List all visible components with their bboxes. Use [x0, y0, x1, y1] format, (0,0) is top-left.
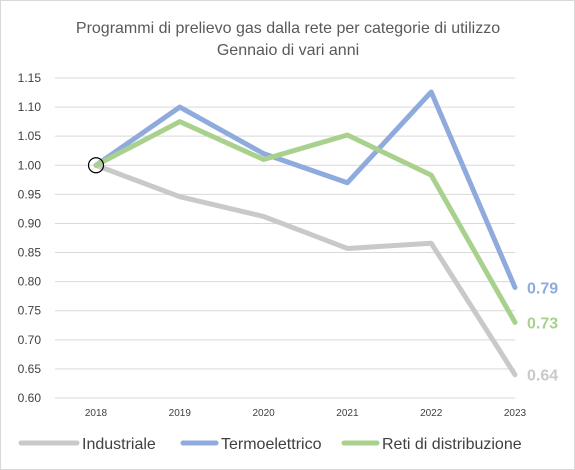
x-axis-ticks: 2018 2019 2020 2021 2022 2023	[85, 408, 527, 419]
end-label-1: 0.79	[527, 280, 558, 297]
y-tick-label: 1.05	[18, 129, 42, 143]
x-tick-label: 2023	[504, 408, 527, 419]
x-tick-label: 2021	[336, 408, 359, 419]
y-tick-label: 0.95	[18, 187, 42, 201]
y-tick-label: 0.75	[18, 304, 42, 318]
series-line-2	[93, 119, 518, 325]
x-tick-label: 2018	[85, 408, 108, 419]
y-tick-label: 1.00	[18, 158, 42, 172]
legend: Industriale Termoelettrico Reti di distrib…	[18, 436, 522, 453]
x-tick-label: 2019	[169, 408, 192, 419]
y-axis-ticks: 0.60 0.65 0.70 0.75 0.80 0.85 0.90 0.95 1.00 1.05…	[18, 71, 42, 405]
annotation-layer	[87, 157, 105, 174]
series-lines	[93, 89, 518, 378]
y-tick-label: 1.10	[18, 100, 42, 114]
series-line-1	[93, 89, 518, 290]
y-tick-label: 0.85	[18, 246, 42, 260]
legend-label-1: Termoelettrico	[221, 436, 322, 453]
end-label-2: 0.73	[527, 315, 558, 332]
legend-label-0: Industriale	[82, 436, 156, 453]
gridlines	[55, 77, 515, 399]
x-tick-label: 2022	[420, 408, 443, 419]
y-tick-label: 0.65	[18, 362, 42, 376]
x-tick-label: 2020	[252, 408, 275, 419]
chart-title: Programmi di prelievo gas dalla rete per…	[76, 20, 500, 37]
series-line-0	[93, 162, 518, 378]
end-labels: 0.64 0.79 0.73	[527, 280, 558, 384]
y-tick-label: 1.15	[18, 71, 42, 85]
y-tick-label: 0.70	[18, 333, 42, 347]
legend-label-2: Reti di distribuzione	[382, 436, 522, 453]
annotation-circle	[87, 157, 105, 174]
end-label-0: 0.64	[527, 368, 558, 385]
chart-subtitle: Gennaio di vari anni	[217, 42, 359, 59]
y-tick-label: 0.60	[18, 391, 42, 405]
y-tick-label: 0.80	[18, 275, 42, 289]
y-tick-label: 0.90	[18, 216, 42, 230]
